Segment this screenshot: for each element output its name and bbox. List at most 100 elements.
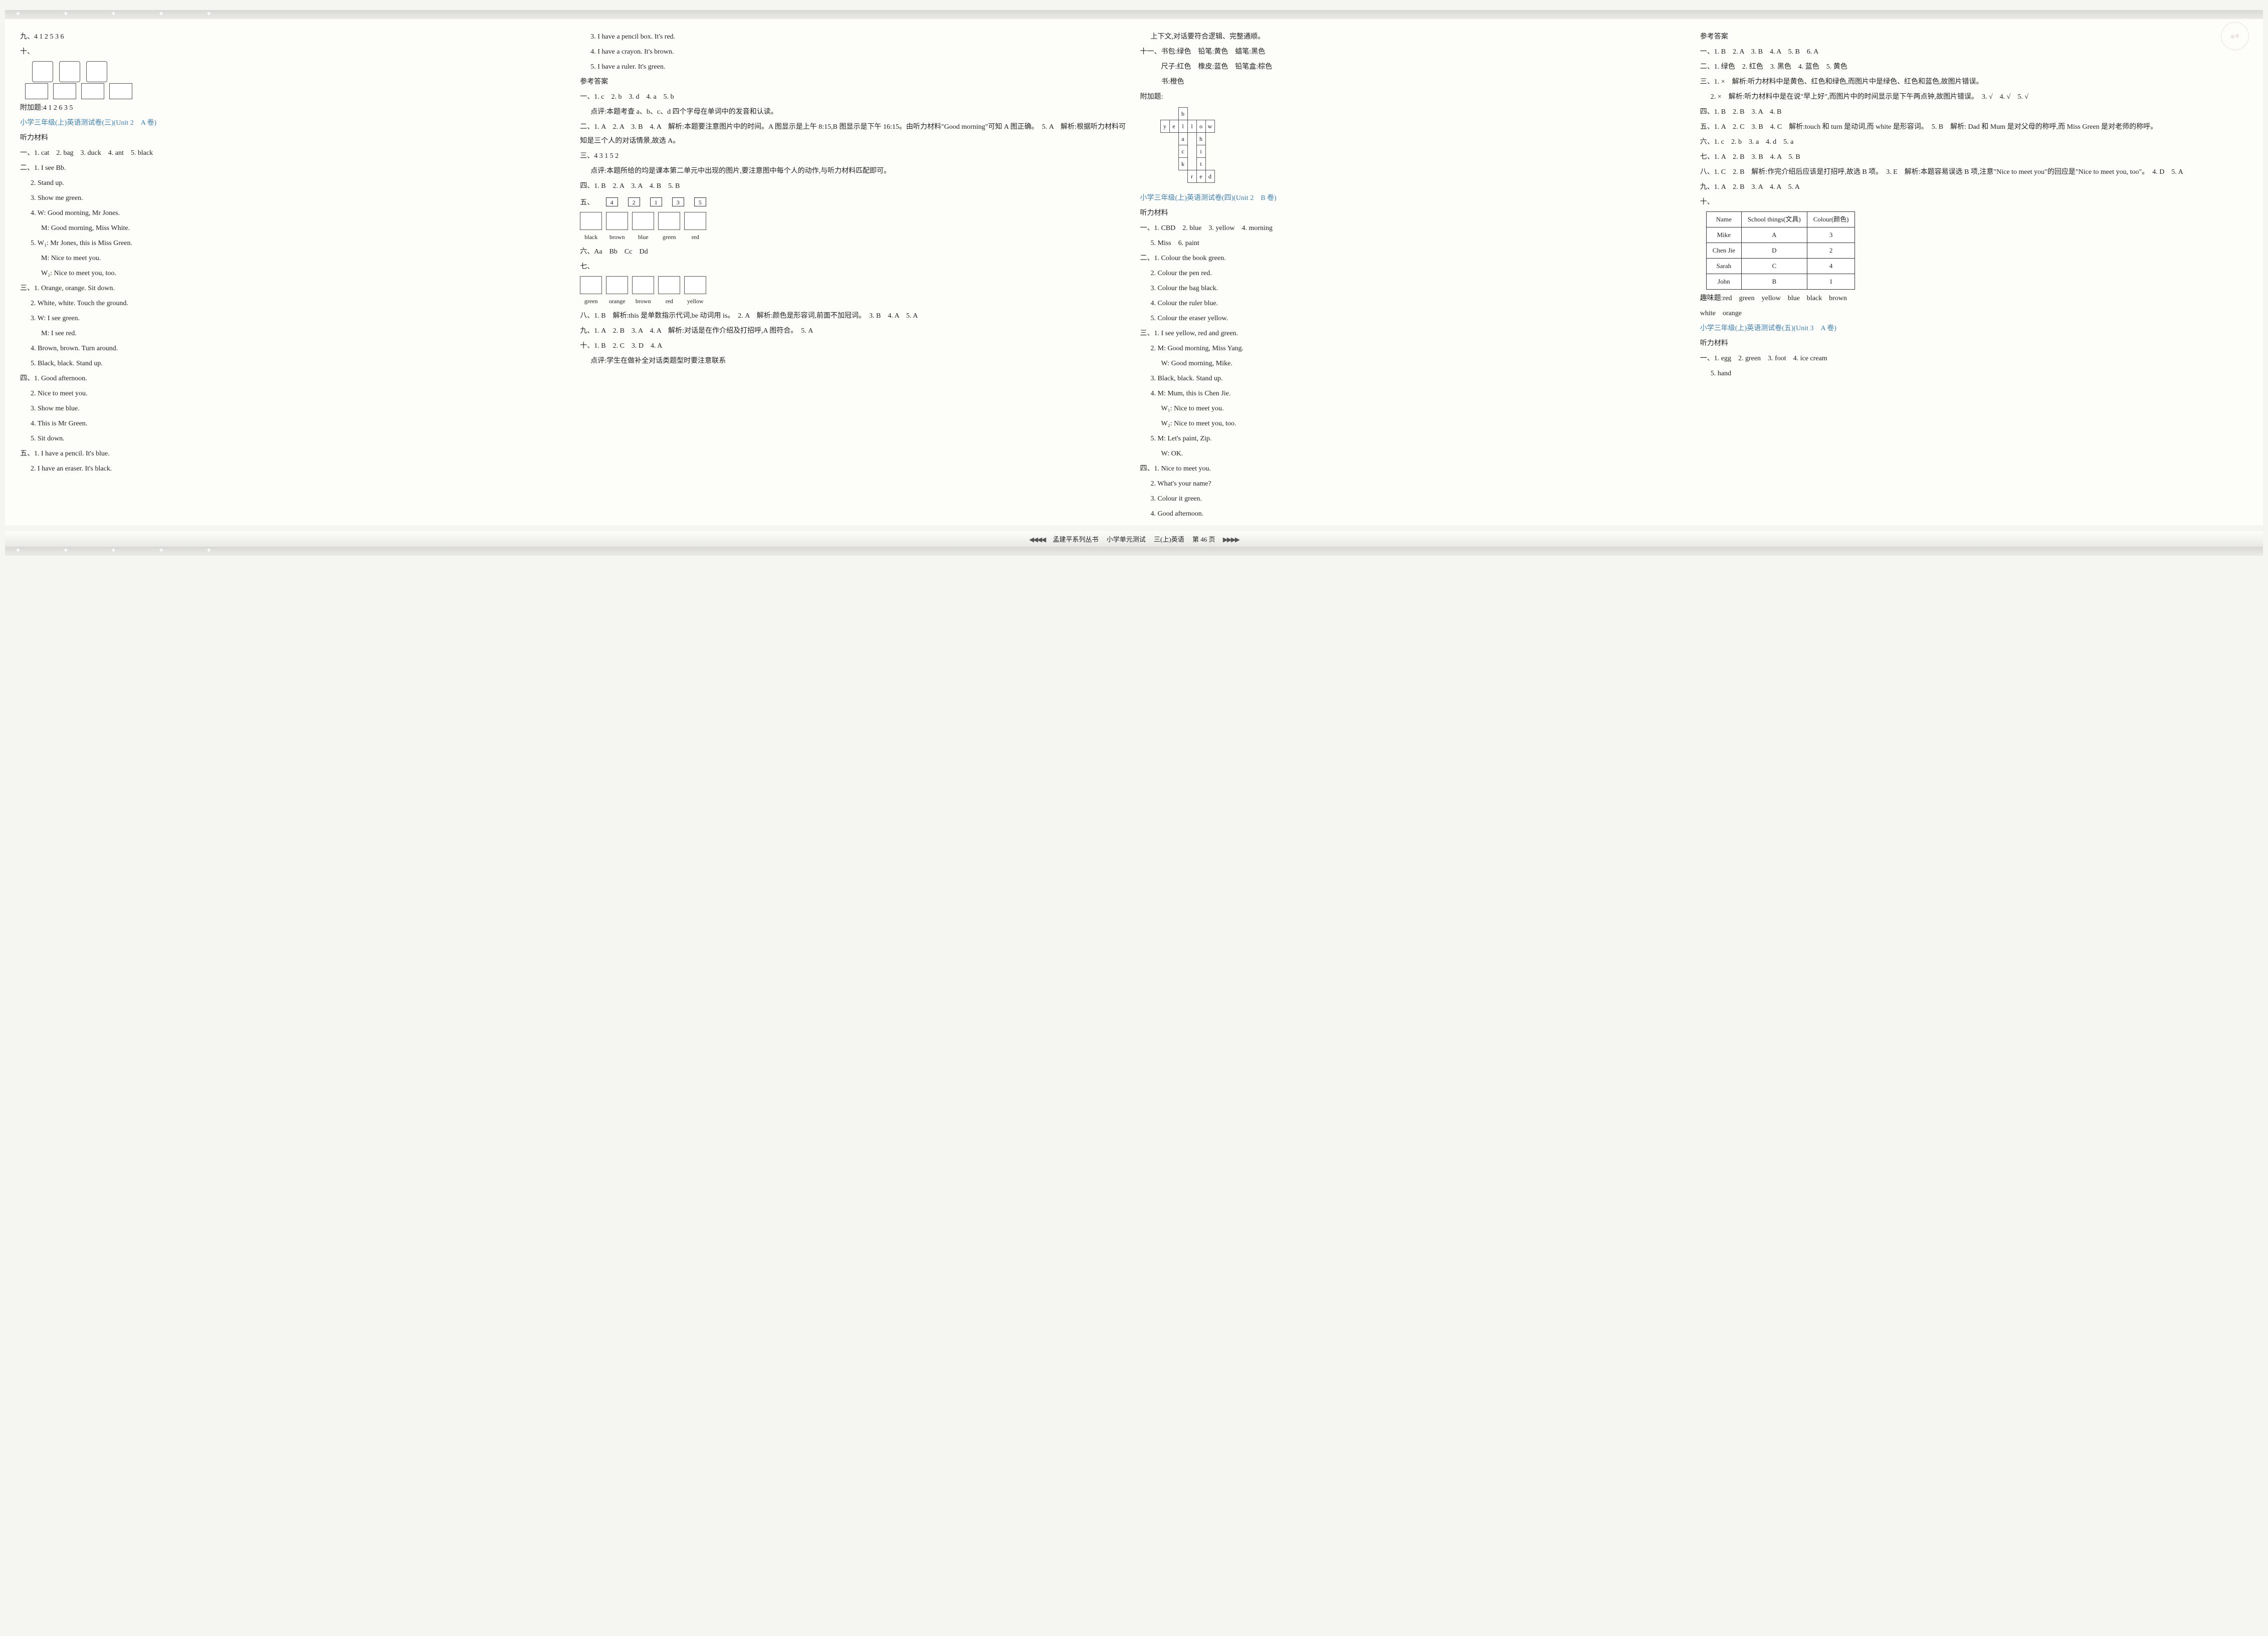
c1-line: 附加题:4 1 2 6 3 5 (20, 101, 568, 115)
c3-line: 3. Colour the bag black. (1140, 282, 1688, 296)
cross-cell (1169, 145, 1178, 158)
table-row: MikeA3 (1706, 227, 1855, 243)
c1-line: 一、1. cat 2. bag 3. duck 4. ant 5. black (20, 146, 568, 160)
c2-line: 点评:学生在做补全对话类题型时要注意联系 (580, 354, 1128, 368)
c4-line: 五、1. A 2. C 3. B 4. C 解析:touch 和 turn 是动… (1700, 120, 2248, 134)
c1-line: 3. Show me green. (20, 191, 568, 205)
match-item: green (658, 212, 680, 243)
cross-cell: y (1160, 120, 1169, 133)
c4-line: 四、1. B 2. B 3. A 4. B (1700, 105, 2248, 119)
c3-line: 三、1. I see yellow, red and green. (1140, 327, 1688, 341)
match-label: red (666, 298, 673, 305)
cross-cell (1178, 170, 1187, 183)
table-row: SarahC4 (1706, 259, 1855, 274)
c2-line: 一、1. c 2. b 3. d 4. a 5. b (580, 90, 1128, 104)
cross-cell (1169, 133, 1178, 145)
c3-line: 5. Colour the eraser yellow. (1140, 312, 1688, 326)
c4-line: 一、1. B 2. A 3. B 4. A 5. B 6. A (1700, 45, 2248, 59)
match-item: black (580, 212, 602, 243)
c1-line: 4. This is Mr Green. (20, 417, 568, 431)
table-cell: D (1741, 243, 1807, 259)
c4-line: 八、1. C 2. B 解析:作完介绍后应该是打招呼,故选 B 项。 3. E … (1700, 165, 2248, 179)
match-item: blue (632, 212, 654, 243)
c4-line: 六、1. c 2. b 3. a 4. d 5. a (1700, 135, 2248, 149)
c3-line: 4. Colour the ruler blue. (1140, 297, 1688, 311)
c1-line: 五、1. I have a pencil. It's blue. (20, 447, 568, 461)
cross-cell (1205, 145, 1214, 158)
match-diagram-2: green orange brown red yellow (580, 276, 1128, 307)
match-icon (684, 212, 706, 230)
c4-line: 一、1. egg 2. green 3. foot 4. ice cream (1700, 352, 2248, 366)
c2-line: 4. I have a crayon. It's brown. (580, 45, 1128, 59)
c1-line: 三、1. Orange, orange. Sit down. (20, 282, 568, 296)
q5-label: 五、 (580, 199, 594, 206)
match-icon (606, 276, 628, 294)
match-icon (658, 276, 680, 294)
c3-line: 5. M: Let's paint, Zip. (1140, 432, 1688, 446)
c2-line: 五、 4 2 1 3 5 (580, 194, 1128, 210)
c3-line: 二、1. Colour the book green. (1140, 252, 1688, 266)
match-label: brown (636, 298, 651, 305)
c1-line: 5. W₁: Mr Jones, this is Miss Green. (20, 237, 568, 251)
table-cell: A (1741, 227, 1807, 243)
c3-line: 一、1. CBD 2. blue 3. yellow 4. morning (1140, 221, 1688, 236)
numbox: 1 (650, 197, 662, 206)
listening-heading: 听力材料 (1140, 206, 1688, 220)
test-title: 小学三年级(上)英语测试卷(四)(Unit 2 B 卷) (1140, 191, 1688, 205)
cross-cell: o (1196, 120, 1205, 133)
cross-cell (1187, 158, 1196, 170)
c2-line: 三、4 3 1 5 2 (580, 149, 1128, 163)
cross-cell: b (1178, 108, 1187, 120)
match-label: orange (609, 298, 626, 305)
match-icon (658, 212, 680, 230)
c4-line: 趣味题:red green yellow blue black brown (1700, 292, 2248, 306)
table-cell: Mike (1706, 227, 1741, 243)
c1-line: 5. Black, black. Stand up. (20, 357, 568, 371)
c1-line: 5. Sit down. (20, 432, 568, 446)
c4-line: 七、1. A 2. B 3. B 4. A 5. B (1700, 150, 2248, 164)
c2-line: 四、1. B 2. A 3. A 4. B 5. B (580, 179, 1128, 193)
c2-line: 二、1. A 2. A 3. B 4. A 解析:本题要注意图片中的时间。A 图… (580, 120, 1128, 148)
table-cell: C (1741, 259, 1807, 274)
table-cell: 3 (1807, 227, 1855, 243)
cross-cell: l (1178, 120, 1187, 133)
cross-cell: d (1205, 170, 1214, 183)
listening-heading: 听力材料 (1700, 337, 2248, 351)
c2-line: 十、1. B 2. C 3. D 4. A (580, 339, 1128, 353)
c3-line: W₂: Nice to meet you, too. (1140, 417, 1688, 431)
c3-line: W: OK. (1140, 447, 1688, 461)
cross-cell: e (1196, 170, 1205, 183)
c3-line: 附加题: (1140, 90, 1688, 104)
c2-line: 七、 (580, 260, 1128, 274)
match-label: green (663, 233, 676, 241)
face-icon (59, 61, 80, 82)
cross-cell: a (1178, 133, 1187, 145)
cross-cell: k (1178, 158, 1187, 170)
cross-cell (1187, 145, 1196, 158)
crossword-grid: byellowahciktred (1160, 107, 1215, 183)
cross-cell (1160, 133, 1169, 145)
c3-line: 2. What's your name? (1140, 477, 1688, 491)
cross-cell: c (1178, 145, 1187, 158)
c1-line: 3. W: I see green. (20, 312, 568, 326)
object-icon (81, 83, 104, 99)
c4-line: 九、1. A 2. B 3. A 4. A 5. A (1700, 180, 2248, 194)
c1-line: W₂: Nice to meet you, too. (20, 267, 568, 281)
c3-line: 5. Miss 6. paint (1140, 237, 1688, 251)
c2-line: 5. I have a ruler. It's green. (580, 60, 1128, 74)
table-header: Colour(颜色) (1807, 212, 1855, 227)
match-icon (684, 276, 706, 294)
c1-line: 2. I have an eraser. It's black. (20, 462, 568, 476)
c4-line: 二、1. 绿色 2. 红色 3. 黑色 4. 蓝色 5. 黄色 (1700, 60, 2248, 74)
page-footer: ◀◀◀◀ 孟建平系列丛书 小学单元测试 三(上)英语 第 46 页 ▶▶▶▶ (5, 531, 2263, 547)
c1-line: 二、1. I see Bb. (20, 161, 568, 175)
c2-line: 点评:本题所给的均是课本第二单元中出现的图片,要注意图中每个人的动作,与听力材料… (580, 164, 1128, 178)
c4-line: white orange (1700, 307, 2248, 321)
match-item: orange (606, 276, 628, 307)
match-item: green (580, 276, 602, 307)
c3-line: 四、1. Nice to meet you. (1140, 462, 1688, 476)
cross-cell: i (1196, 145, 1205, 158)
footer-grade: 三(上)英语 (1154, 536, 1184, 543)
c3-line: 2. Colour the pen red. (1140, 267, 1688, 281)
page-container: 参考 九、4 1 2 5 3 6 十、 附加题:4 1 2 6 3 5 小学三年… (5, 19, 2263, 525)
